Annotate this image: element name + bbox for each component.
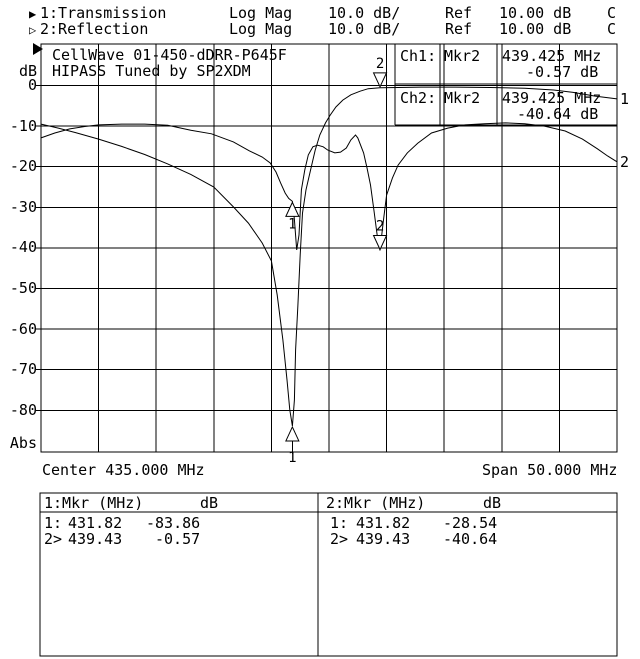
marker-ch1-1-icon [285,425,300,442]
marker-ch2-2-label: 2 [376,218,384,234]
table-right-header: 2:Mkr (MHz) [326,494,426,512]
table-right-row1-label: 1: [330,514,349,532]
table-right-row2-label: 2> [330,530,349,548]
channel2-indicator-icon: ▷ [29,23,37,37]
y-tick-60: -60 [9,320,37,338]
y-axis-unit: dB [18,62,37,80]
ch2-ref-value: 10.00 dB [499,20,572,38]
y-tick-50: -50 [9,279,37,297]
graph-title-line1: CellWave 01-450-dDRR-P645F [52,46,287,64]
table-right-row1-value: -28.54 [443,514,498,532]
y-tick-20: -20 [9,157,37,175]
ch2-box-channel: Ch2: [400,89,437,107]
x-axis-span-label: Span 50.000 MHz [482,461,618,479]
x-axis-center-label: Center 435.000 MHz [42,461,205,479]
ch1-cal-flag: C [607,4,617,22]
ch2-scale-mode: Log Mag [229,20,293,38]
ch1-box-marker: Mkr2 [444,47,481,65]
ch1-ref-label: Ref [445,4,473,22]
table-left-row2-label: 2> [44,530,63,548]
ch2-cal-flag: C [607,20,617,38]
graph-title-line2: HIPASS Tuned by SP2XDM [52,62,251,80]
y-tick-30: -30 [9,198,37,216]
table-left-unit-header: dB [200,494,219,512]
marker-ch1-2-label: 2 [376,56,384,72]
marker-ch1-1-label: 1 [288,450,296,466]
ch1-scale-mode: Log Mag [229,4,293,22]
y-tick-10: -10 [9,117,37,135]
trace2-end-label: 2 [620,153,630,171]
marker-ch1-2-icon [372,72,388,89]
channel1-active-indicator-icon: ▶ [29,7,37,21]
table-right-row2-freq: 439.43 [356,530,411,548]
marker-ch2-2-icon [372,234,388,251]
marker-ch2-1-icon [285,201,300,217]
ch1-box-channel: Ch1: [400,47,437,65]
table-right-unit-header: dB [483,494,502,512]
table-left-row2-value: -0.57 [155,530,201,548]
ch1-scale: 10.0 dB/ [328,4,401,22]
ch2-box-freq: 439.425 MHz [502,89,602,107]
marker-ch2-1-label: 1 [288,216,296,232]
ch1-trace-label: 1:Transmission [40,4,167,22]
ch2-box-value: -40.64 dB [517,105,599,123]
marker-table-border [39,492,618,657]
table-left-row1-freq: 431.82 [68,514,123,532]
y-tick-70: -70 [9,360,37,378]
table-left-header: 1:Mkr (MHz) [44,494,144,512]
ch2-scale: 10.0 dB/ [328,20,401,38]
trace1-end-label: 1 [620,90,630,108]
y-tick-0: 0 [27,76,37,94]
trace-reflection [40,122,618,251]
graticule-border [40,43,618,453]
active-channel-arrow-icon [33,43,43,55]
ch1-box-value: -0.57 dB [526,63,599,81]
ch2-box-marker: Mkr2 [444,89,481,107]
trace-transmission [40,86,618,427]
table-left-row2-freq: 439.43 [68,530,123,548]
ch1-ref-value: 10.00 dB [499,4,572,22]
y-axis-bottom-label: Abs [9,434,37,452]
ch2-trace-label: 2:Reflection [40,20,149,38]
ch1-box-freq: 439.425 MHz [502,47,602,65]
y-tick-80: -80 [9,401,37,419]
table-left-row1-label: 1: [44,514,63,532]
table-left-row1-value: -83.86 [146,514,201,532]
ch2-ref-label: Ref [445,20,473,38]
table-right-row1-freq: 431.82 [356,514,411,532]
y-tick-40: -40 [9,238,37,256]
table-right-row2-value: -40.64 [443,530,498,548]
